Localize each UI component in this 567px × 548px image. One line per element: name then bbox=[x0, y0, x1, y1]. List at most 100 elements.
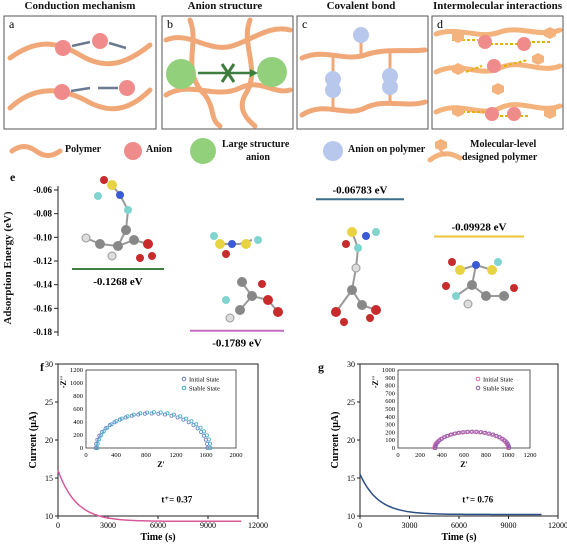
eis-point-stable bbox=[453, 431, 458, 436]
inset-y-tick-label: 800 bbox=[73, 393, 83, 400]
energy-y-axis: -0.06 -0.08 -0.10 -0.12 -0.14 -0.16 -0.18 bbox=[33, 185, 59, 337]
inset-y-tick-label: 400 bbox=[73, 419, 83, 426]
energy-level-label: -0.09928 eV bbox=[452, 221, 507, 233]
hop-arrow bbox=[70, 86, 91, 93]
legend-anion-swatch bbox=[124, 142, 142, 160]
y-tick-label: 25 bbox=[45, 398, 53, 407]
energy-y-tick-label: -0.18 bbox=[33, 327, 52, 337]
legend-polymer-swatch bbox=[9, 144, 63, 158]
y-tick-label: 15 bbox=[347, 474, 355, 483]
inset-legend-stable: Stable State bbox=[189, 386, 220, 393]
panel-letter-f: f bbox=[40, 360, 44, 374]
polymer-chain bbox=[7, 87, 153, 112]
x-tick-label: 9000 bbox=[200, 521, 216, 530]
anion-on-polymer bbox=[382, 79, 398, 95]
panel-a-arrows bbox=[70, 40, 127, 93]
transference-number-label: t⁺= 0.76 bbox=[462, 494, 493, 504]
legend-large-anion-label-2: anion bbox=[246, 152, 270, 163]
inset-legend-marker-stable bbox=[181, 385, 187, 391]
current-decay-curve bbox=[359, 473, 542, 516]
polymer-chain bbox=[299, 99, 428, 118]
anion bbox=[487, 59, 501, 73]
designed-pendant bbox=[544, 27, 556, 39]
inset-legend-marker-initial bbox=[475, 376, 481, 382]
eis-point-stable bbox=[483, 430, 488, 435]
hop-arrow bbox=[108, 41, 127, 50]
x-tick-label: 3000 bbox=[402, 521, 418, 530]
energy-levels: -0.1268 eV -0.1789 eV -0.06783 eV -0.09928 … bbox=[72, 184, 524, 350]
eis-point-stable bbox=[208, 441, 213, 446]
polymer-chain bbox=[299, 47, 428, 61]
y-tick-label: 20 bbox=[347, 436, 355, 445]
eis-point-stable bbox=[189, 419, 194, 424]
eis-point-stable bbox=[114, 419, 119, 424]
anion bbox=[507, 107, 521, 121]
inset-x-tick-label: 1200 bbox=[170, 452, 183, 459]
inset-x-tick-label: 400 bbox=[437, 452, 447, 459]
inset-y-tick-label: 1000 bbox=[382, 367, 395, 374]
y-tick-label: 20 bbox=[45, 436, 53, 445]
eis-point-stable bbox=[98, 433, 103, 438]
eis-point-stable bbox=[206, 437, 211, 442]
inset-x-tick-label: 200 bbox=[415, 452, 425, 459]
panel-a-chains bbox=[7, 41, 153, 112]
panel-title-c: Covalent bond bbox=[326, 0, 396, 12]
inset-x-tick-label: 800 bbox=[481, 452, 491, 459]
energy-level-label: -0.1268 eV bbox=[93, 276, 143, 288]
panel-letter-b: b bbox=[167, 17, 173, 31]
y-tick-label: 30 bbox=[347, 360, 355, 369]
y-axis-label: Current (μA) bbox=[28, 412, 39, 469]
hop-arrow bbox=[71, 40, 91, 48]
panel-letter-d: d bbox=[437, 17, 443, 31]
inset-y-tick-label: 100 bbox=[385, 437, 395, 444]
eis-point-stable bbox=[507, 445, 512, 450]
eis-point-stable bbox=[105, 425, 110, 430]
inset-x-axis-label: Z' bbox=[157, 460, 165, 469]
eis-point-stable bbox=[204, 433, 209, 438]
polymer-chain bbox=[163, 82, 293, 98]
energy-level-label: -0.1789 eV bbox=[212, 338, 262, 350]
inset-legend-stable: Stable State bbox=[483, 386, 514, 393]
inset-frame bbox=[397, 369, 531, 449]
designed-pendant bbox=[452, 105, 464, 117]
molecule-structure-1 bbox=[81, 176, 156, 262]
eis-point-stable bbox=[433, 445, 438, 450]
legend-designed-label-1: Molecular-level bbox=[470, 139, 537, 150]
inset-y-tick-label: 0 bbox=[392, 445, 395, 452]
eis-point-initial bbox=[93, 445, 98, 450]
inset-y-axis-label: -Z'' bbox=[59, 376, 68, 388]
inset-y-tick-label: 800 bbox=[385, 383, 395, 390]
panel-letter-a: a bbox=[9, 17, 15, 31]
eis-point-stable bbox=[470, 429, 475, 434]
eis-point-stable bbox=[145, 410, 150, 415]
legend-anion-on-polymer-label: Anion on polymer bbox=[348, 144, 426, 155]
polymer-chain bbox=[239, 17, 258, 129]
x-axis-label: Time (s) bbox=[441, 532, 476, 543]
panel-title-b: Anion structure bbox=[187, 0, 263, 12]
inset-legend-marker-initial bbox=[181, 376, 187, 382]
x-tick-label: 0 bbox=[358, 521, 362, 530]
inset-frame bbox=[85, 369, 237, 449]
polymer-chain bbox=[7, 41, 153, 67]
eis-point-stable bbox=[165, 411, 170, 416]
designed-pendant bbox=[452, 63, 464, 75]
eis-point-stable bbox=[506, 442, 511, 447]
inset-x-tick-label: 1600 bbox=[200, 452, 213, 459]
legend-designed-pendant bbox=[435, 139, 447, 151]
inset-y-tick-label: 200 bbox=[73, 432, 83, 439]
eis-point-stable bbox=[138, 411, 143, 416]
energy-y-tick-label: -0.12 bbox=[33, 256, 52, 266]
current-decay-curve bbox=[57, 470, 242, 523]
anion bbox=[485, 107, 499, 121]
panel-d-anions bbox=[478, 35, 531, 121]
eis-point-stable bbox=[494, 433, 499, 438]
inset-x-tick-label: 600 bbox=[459, 452, 469, 459]
eis-point-stable bbox=[125, 414, 130, 419]
inset-y-tick-label: 600 bbox=[385, 398, 395, 405]
large-anion bbox=[166, 59, 196, 89]
inset-y-tick-label: 300 bbox=[385, 422, 395, 429]
